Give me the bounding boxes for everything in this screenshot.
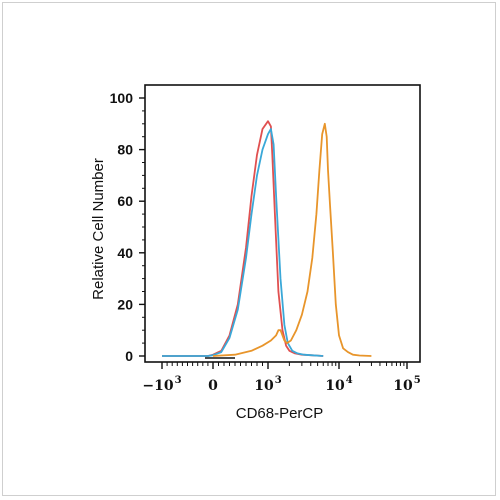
y-tick-label: 80	[117, 142, 133, 158]
x-tick-label: 0	[208, 378, 218, 394]
y-axis-title: Relative Cell Number	[90, 158, 107, 300]
x-tick-label: 104	[325, 375, 352, 394]
y-tick-label: 40	[117, 245, 133, 261]
y-tick-label: 60	[117, 193, 133, 209]
x-tick-label: 105	[393, 375, 420, 394]
y-tick-label: 0	[125, 348, 133, 364]
plot-frame	[144, 84, 421, 363]
series-line-3	[212, 122, 372, 357]
y-tick-label: 100	[110, 90, 134, 106]
y-tick-label: 20	[117, 296, 133, 312]
x-tick-label: 103	[254, 375, 281, 394]
series-line-1	[162, 120, 324, 357]
series-line-2	[162, 128, 324, 357]
x-tick-label: −103	[142, 375, 181, 394]
x-axis-title: CD68-PerCP	[236, 405, 324, 422]
